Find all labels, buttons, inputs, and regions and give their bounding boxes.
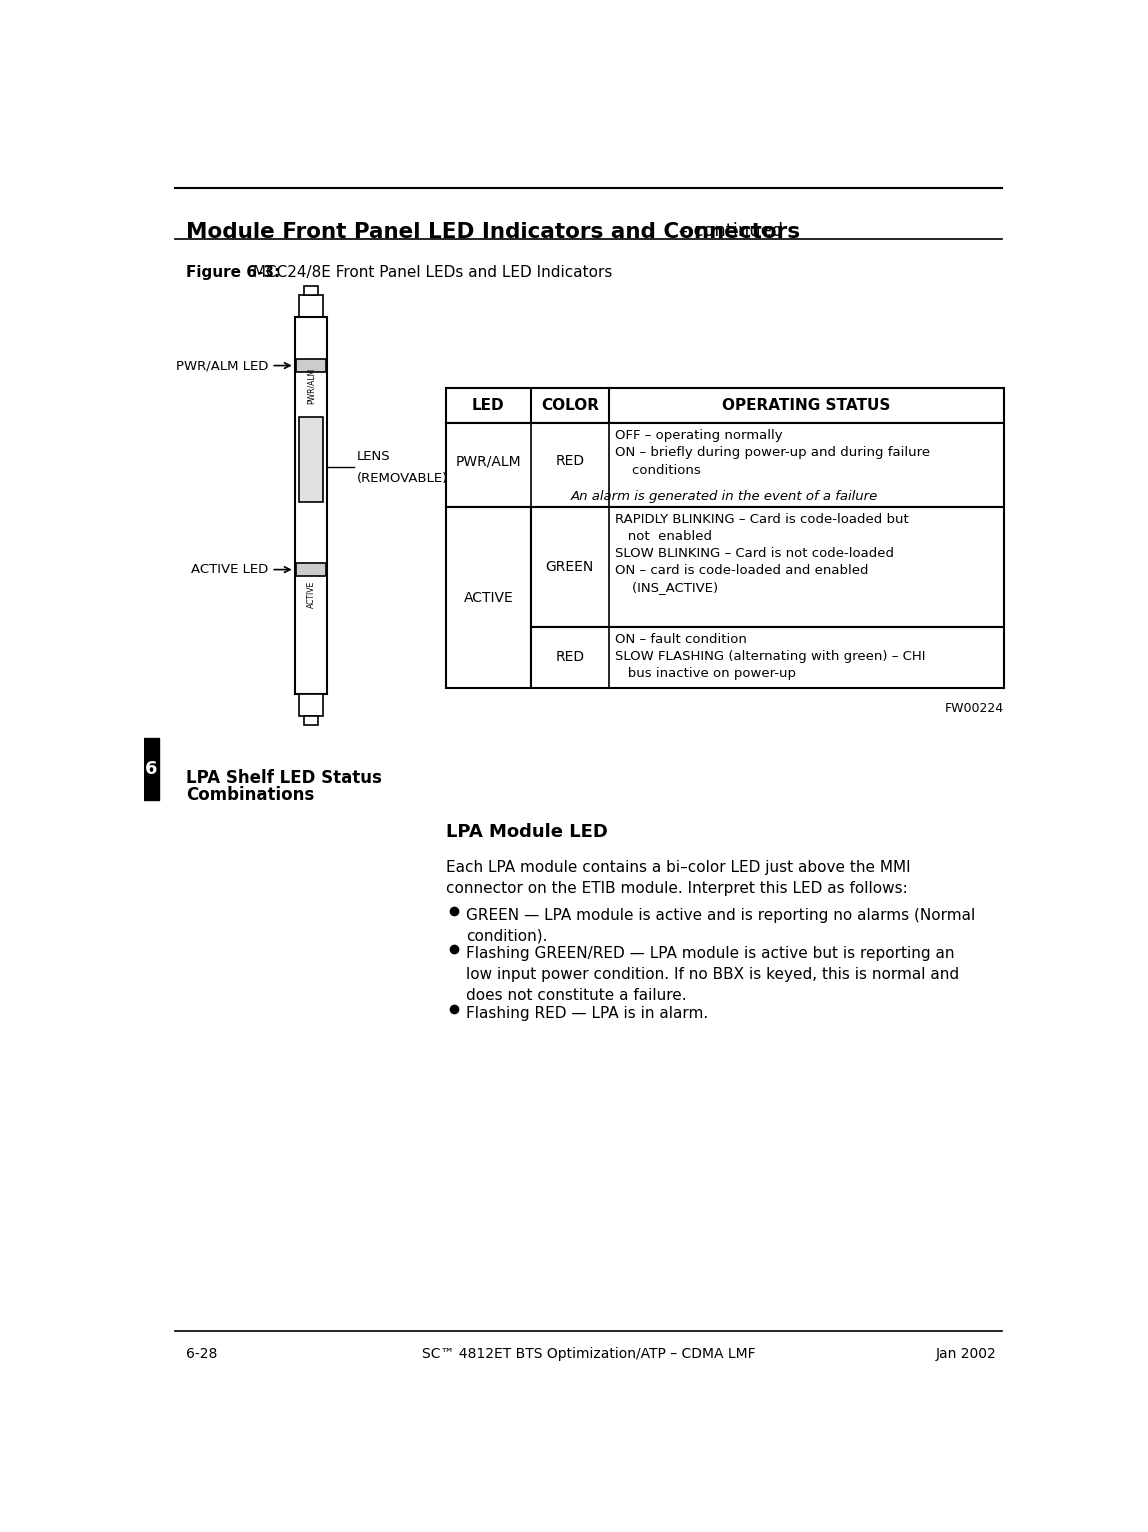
Text: Figure 6-3:: Figure 6-3: <box>186 265 280 280</box>
Text: ON – fault condition
SLOW FLASHING (alternating with green) – CHI
   bus inactiv: ON – fault condition SLOW FLASHING (alte… <box>614 633 925 680</box>
Text: OFF – operating normally
ON – briefly during power-up and during failure
    con: OFF – operating normally ON – briefly du… <box>614 429 930 476</box>
Text: Module Front Panel LED Indicators and Connectors: Module Front Panel LED Indicators and Co… <box>186 222 800 242</box>
Text: LED: LED <box>472 398 505 412</box>
Bar <box>445 388 1003 423</box>
Text: 6: 6 <box>145 760 157 778</box>
Text: GREEN — LPA module is active and is reporting no alarms (Normal
condition).: GREEN — LPA module is active and is repo… <box>466 907 975 944</box>
Text: RAPIDLY BLINKING – Card is code-loaded but
   not  enabled
SLOW BLINKING – Card : RAPIDLY BLINKING – Card is code-loaded b… <box>614 513 908 594</box>
Text: (REMOVABLE): (REMOVABLE) <box>357 472 448 484</box>
Text: Flashing RED — LPA is in alarm.: Flashing RED — LPA is in alarm. <box>466 1007 708 1022</box>
Text: MCC24/8E Front Panel LEDs and LED Indicators: MCC24/8E Front Panel LEDs and LED Indica… <box>248 265 613 280</box>
Text: ACTIVE: ACTIVE <box>308 581 316 608</box>
Text: 6-28: 6-28 <box>186 1347 217 1360</box>
Text: Flashing GREEN/RED — LPA module is active but is reporting an
low input power co: Flashing GREEN/RED — LPA module is activ… <box>466 947 959 1003</box>
Text: PWR/ALM LED: PWR/ALM LED <box>176 358 269 372</box>
Text: OPERATING STATUS: OPERATING STATUS <box>722 398 891 412</box>
Bar <box>304 286 318 296</box>
Bar <box>296 564 326 576</box>
Bar <box>298 694 324 715</box>
Text: PWR/ALM: PWR/ALM <box>456 453 521 469</box>
Text: Each LPA module contains a bi–color LED just above the MMI
connector on the ETIB: Each LPA module contains a bi–color LED … <box>445 859 910 896</box>
Bar <box>445 423 1003 507</box>
Text: ACTIVE: ACTIVE <box>464 591 513 605</box>
Text: ACTIVE LED: ACTIVE LED <box>191 564 269 576</box>
Text: – continued: – continued <box>673 222 783 241</box>
Bar <box>532 507 1003 627</box>
Text: An alarm is generated in the event of a failure: An alarm is generated in the event of a … <box>571 490 878 502</box>
Bar <box>298 417 324 502</box>
Text: Combinations: Combinations <box>186 786 315 804</box>
Text: LENS: LENS <box>357 449 390 463</box>
Text: LPA Module LED: LPA Module LED <box>445 823 607 841</box>
Bar <box>298 296 324 317</box>
Bar <box>445 507 532 688</box>
Text: LPA Shelf LED Status: LPA Shelf LED Status <box>186 769 382 787</box>
Bar <box>295 317 327 694</box>
Text: SC™ 4812ET BTS Optimization/ATP – CDMA LMF: SC™ 4812ET BTS Optimization/ATP – CDMA L… <box>421 1347 755 1360</box>
Text: GREEN: GREEN <box>545 559 594 574</box>
Text: COLOR: COLOR <box>541 398 599 412</box>
Bar <box>532 627 1003 688</box>
Text: FW00224: FW00224 <box>945 702 1003 715</box>
Text: RED: RED <box>556 651 584 665</box>
Text: RED: RED <box>556 453 584 469</box>
Text: Jan 2002: Jan 2002 <box>936 1347 996 1360</box>
Bar <box>296 360 326 372</box>
Text: PWR/ALM: PWR/ALM <box>308 368 316 404</box>
Bar <box>304 715 318 725</box>
Bar <box>144 738 160 800</box>
